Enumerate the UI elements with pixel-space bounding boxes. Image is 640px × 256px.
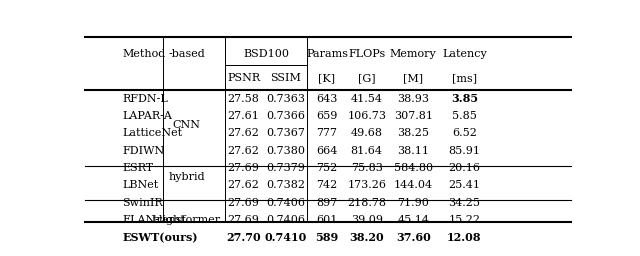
Text: 25.41: 25.41 [449,180,481,190]
Text: 589: 589 [316,232,339,243]
Text: FLOPs: FLOPs [348,49,385,59]
Text: LatticeNet: LatticeNet [122,129,182,138]
Text: 12.08: 12.08 [447,232,482,243]
Text: ESWT(ours): ESWT(ours) [122,232,198,243]
Text: 0.7410: 0.7410 [265,232,307,243]
Text: 0.7366: 0.7366 [266,111,305,121]
Text: 27.70: 27.70 [227,232,261,243]
Text: 3.85: 3.85 [451,93,478,104]
Text: 38.93: 38.93 [397,94,429,104]
Text: CNN: CNN [173,120,201,130]
Text: 0.7406: 0.7406 [266,215,305,225]
Text: FDIWN: FDIWN [122,146,164,156]
Text: PSNR: PSNR [227,73,260,83]
Text: 71.90: 71.90 [397,198,429,208]
Text: ESRT: ESRT [122,163,154,173]
Text: BSD100: BSD100 [243,49,289,59]
Text: 49.68: 49.68 [351,129,383,138]
Text: 6.52: 6.52 [452,129,477,138]
Text: hybrid: hybrid [168,172,205,182]
Text: [G]: [G] [358,73,376,83]
Text: SSIM: SSIM [271,73,301,83]
Text: [K]: [K] [319,73,335,83]
Text: LAPAR-A: LAPAR-A [122,111,172,121]
Text: 38.20: 38.20 [349,232,384,243]
Text: 643: 643 [316,94,338,104]
Text: 27.62: 27.62 [228,129,260,138]
Text: 75.83: 75.83 [351,163,383,173]
Text: 897: 897 [316,198,338,208]
Text: 218.78: 218.78 [347,198,386,208]
Text: 601: 601 [316,215,338,225]
Text: 27.69: 27.69 [228,215,260,225]
Text: 752: 752 [316,163,338,173]
Text: 742: 742 [316,180,338,190]
Text: 81.64: 81.64 [351,146,383,156]
Text: 34.25: 34.25 [449,198,481,208]
Text: transformer: transformer [152,215,221,225]
Text: 777: 777 [317,129,337,138]
Text: 85.91: 85.91 [449,146,481,156]
Text: [ms]: [ms] [452,73,477,83]
Text: 27.69: 27.69 [228,163,260,173]
Text: -based: -based [168,49,205,59]
Text: Params: Params [306,49,348,59]
Text: 39.09: 39.09 [351,215,383,225]
Text: 41.54: 41.54 [351,94,383,104]
Text: 27.62: 27.62 [228,146,260,156]
Text: 38.25: 38.25 [397,129,429,138]
Text: 0.7380: 0.7380 [266,146,305,156]
Text: 37.60: 37.60 [396,232,431,243]
Text: 0.7363: 0.7363 [266,94,305,104]
Text: 27.61: 27.61 [228,111,260,121]
Text: 144.04: 144.04 [394,180,433,190]
Text: 27.58: 27.58 [228,94,260,104]
Text: 0.7382: 0.7382 [266,180,305,190]
Text: 659: 659 [316,111,338,121]
Text: 5.85: 5.85 [452,111,477,121]
Text: Method: Method [122,49,165,59]
Text: 0.7406: 0.7406 [266,198,305,208]
Text: 0.7367: 0.7367 [266,129,305,138]
Text: ELAN-light: ELAN-light [122,215,185,225]
Text: 27.69: 27.69 [228,198,260,208]
Text: Memory: Memory [390,49,436,59]
Text: 38.11: 38.11 [397,146,429,156]
Text: 45.14: 45.14 [397,215,429,225]
Text: 584.80: 584.80 [394,163,433,173]
Text: 0.7379: 0.7379 [266,163,305,173]
Text: 27.62: 27.62 [228,180,260,190]
Text: Latency: Latency [442,49,487,59]
Text: 664: 664 [316,146,338,156]
Text: [M]: [M] [403,73,424,83]
Text: RFDN-L: RFDN-L [122,94,168,104]
Text: 15.22: 15.22 [449,215,481,225]
Text: 106.73: 106.73 [347,111,386,121]
Text: 173.26: 173.26 [347,180,386,190]
Text: 20.16: 20.16 [449,163,481,173]
Text: 307.81: 307.81 [394,111,433,121]
Text: LBNet: LBNet [122,180,159,190]
Text: SwinIR: SwinIR [122,198,163,208]
